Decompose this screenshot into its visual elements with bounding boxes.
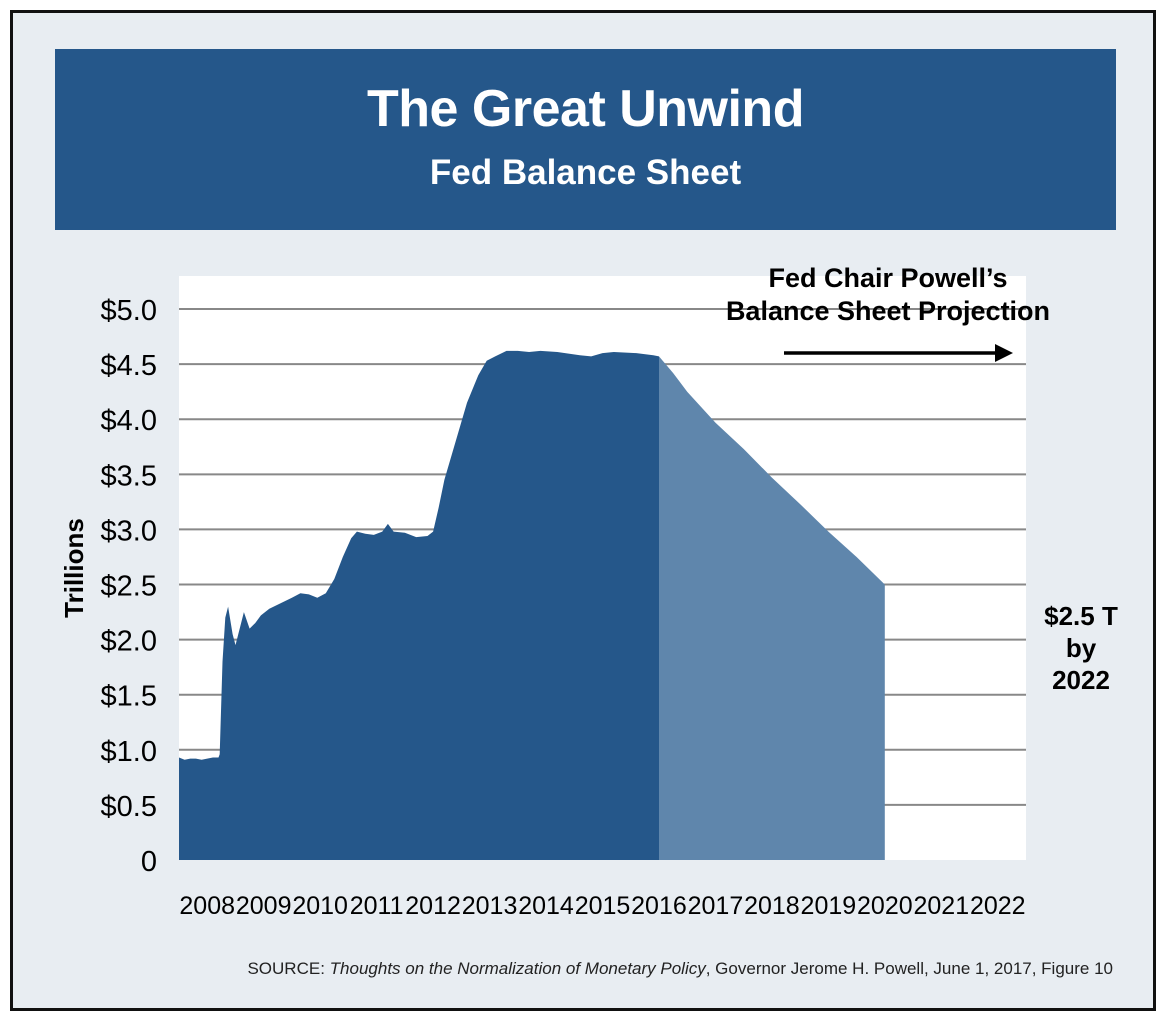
x-tick-label: 2016 [631, 892, 687, 920]
chart-title: The Great Unwind [367, 80, 804, 138]
projection-label-line1: Fed Chair Powell’s [768, 263, 1007, 293]
end-value-label-line2: by [1066, 633, 1097, 663]
x-tick-label: 2020 [857, 892, 913, 920]
x-tick-label: 2012 [405, 892, 461, 920]
y-axis-label: Trillions [59, 518, 89, 618]
y-tick-label: $4.0 [101, 405, 157, 437]
x-tick-label: 2019 [801, 892, 857, 920]
x-axis-ticks: 2008 2009 2010 2011 2012 2013 2014 2015 2016 2017… [179, 892, 1025, 920]
source-title: Thoughts on the Normalization of Monetar… [329, 959, 706, 978]
y-tick-label: $0.5 [101, 791, 157, 823]
x-tick-label: 2018 [744, 892, 800, 920]
x-tick-label: 2021 [913, 892, 969, 920]
projection-balance-area [659, 356, 885, 860]
y-tick-label: $5.0 [101, 295, 157, 327]
source-note: SOURCE: Thoughts on the Normalization of… [13, 959, 1153, 979]
y-axis-ticks: $5.0 $4.5 $4.0 $3.5 $3.0 $2.5 $2.0 $1.5 $1.0 $0.5… [101, 295, 157, 878]
source-prefix: SOURCE: [247, 959, 330, 978]
x-tick-label: 2022 [970, 892, 1026, 920]
y-tick-label: $4.5 [101, 350, 157, 382]
x-tick-label: 2017 [688, 892, 744, 920]
y-tick-label: $2.0 [101, 626, 157, 658]
y-tick-label: $1.0 [101, 736, 157, 768]
x-tick-label: 2010 [292, 892, 348, 920]
chart-frame: The Great Unwind Fed Balance Sheet $5.0 $… [10, 10, 1156, 1011]
balance-sheet-chart: $5.0 $4.5 $4.0 $3.5 $3.0 $2.5 $2.0 $1.5 $1.0 $0.5… [59, 263, 1118, 920]
chart-subtitle: Fed Balance Sheet [429, 153, 742, 192]
y-tick-label: 0 [141, 846, 157, 878]
y-tick-label: $3.0 [101, 515, 157, 547]
x-tick-label: 2013 [462, 892, 518, 920]
x-tick-label: 2008 [179, 892, 235, 920]
source-details: , Governor Jerome H. Powell, June 1, 201… [705, 959, 1113, 978]
title-banner: The Great Unwind Fed Balance Sheet [55, 49, 1116, 230]
actual-balance-area [179, 350, 659, 860]
x-tick-label: 2009 [236, 892, 292, 920]
end-value-label-line3: 2022 [1052, 665, 1110, 695]
y-tick-label: $1.5 [101, 681, 157, 713]
projection-arrow [784, 344, 1013, 362]
x-tick-label: 2015 [575, 892, 631, 920]
y-tick-label: $3.5 [101, 460, 157, 492]
x-tick-label: 2014 [518, 892, 574, 920]
x-tick-label: 2011 [350, 892, 404, 920]
y-tick-label: $2.5 [101, 571, 157, 603]
end-value-label-line1: $2.5 T [1044, 601, 1118, 631]
projection-label-line2: Balance Sheet Projection [726, 296, 1050, 326]
